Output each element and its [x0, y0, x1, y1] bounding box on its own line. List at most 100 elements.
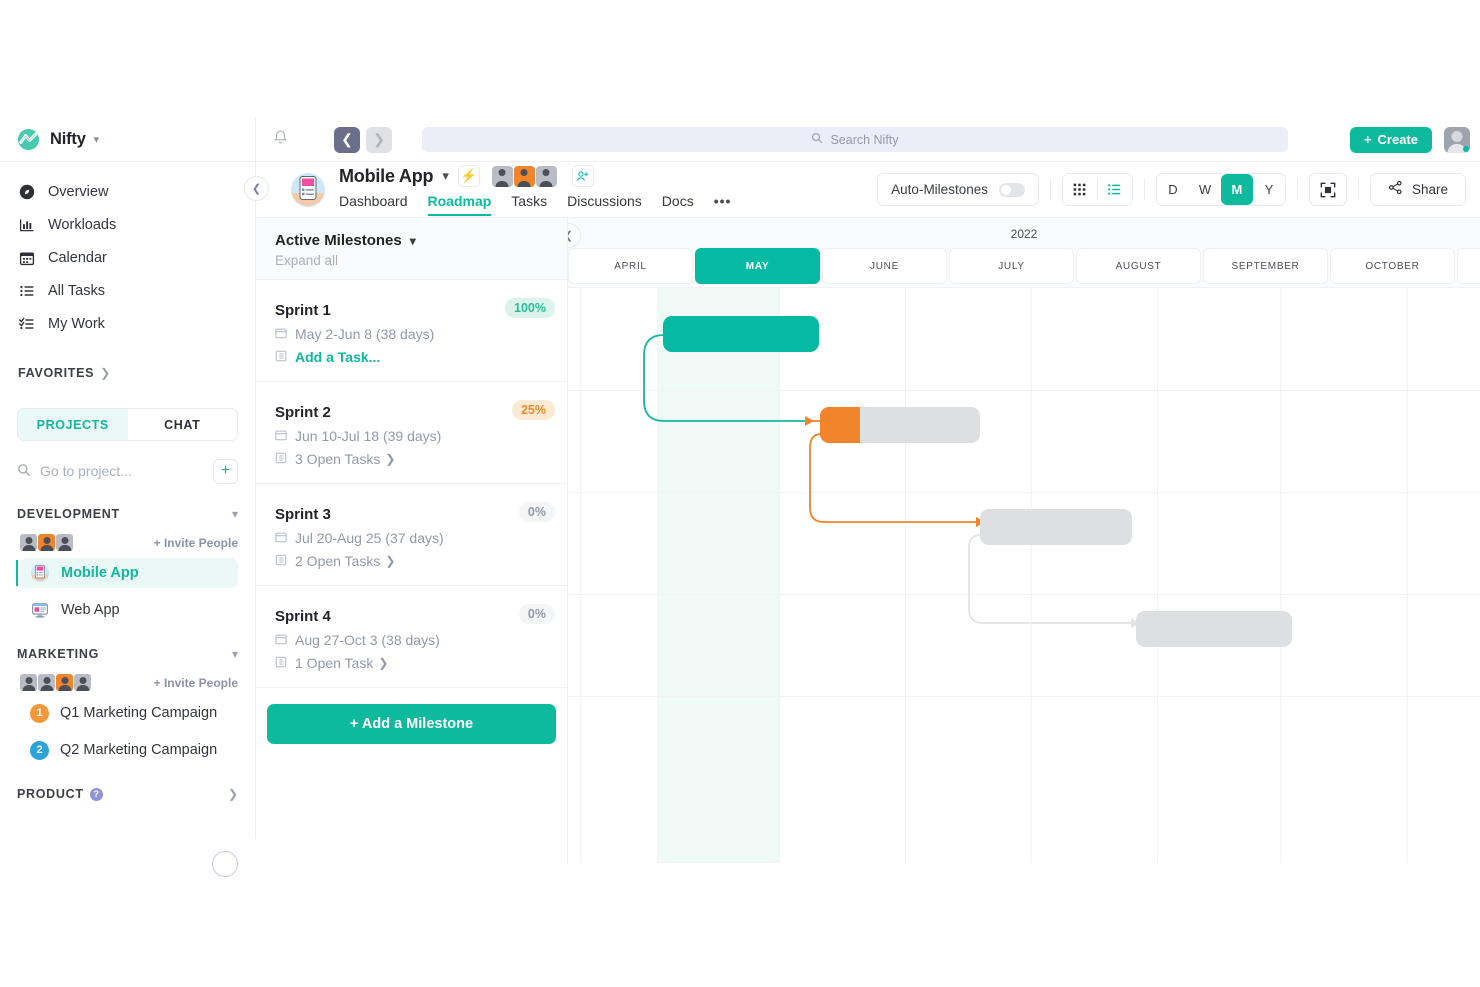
project-search[interactable]: + [17, 457, 238, 485]
milestone-tasks-row[interactable]: Add a Task... [275, 349, 567, 365]
invite-people-link[interactable]: + Invite People [153, 675, 238, 690]
divider [1357, 179, 1359, 200]
expand-all-link[interactable]: Expand all [275, 253, 339, 268]
chevron-right-icon[interactable]: ❯ [227, 787, 238, 801]
gantt-bar-sprint-2[interactable] [820, 407, 980, 443]
add-milestone-button[interactable]: + Add a Milestone [267, 704, 556, 744]
mobile-app-icon [290, 172, 326, 208]
nifty-logo-icon [17, 128, 40, 151]
zoom-day-button[interactable]: D [1168, 182, 1178, 197]
forward-button[interactable]: ❯ [366, 126, 392, 153]
grid-line [1280, 288, 1281, 863]
sidebar-project-web-app[interactable]: Web App [20, 595, 238, 625]
group-header[interactable]: DEVELOPMENT ▾ [0, 503, 255, 525]
add-member-icon[interactable] [571, 165, 594, 187]
gantt-bar-sprint-1[interactable] [663, 316, 819, 352]
tab-discussions[interactable]: Discussions [567, 192, 642, 209]
zoom-week-button[interactable]: W [1198, 182, 1212, 197]
month-november[interactable]: NOVEMBER [1457, 248, 1480, 284]
chevron-right-icon[interactable]: ❯ [385, 452, 396, 466]
avatar [38, 534, 55, 551]
month-october[interactable]: OCTOBER [1330, 248, 1455, 284]
list-view-icon[interactable] [1098, 174, 1132, 205]
month-june[interactable]: JUNE [822, 248, 947, 284]
milestones-panel-header: Active Milestones ▾ Expand all [256, 218, 567, 280]
collapse-sidebar-button[interactable]: ❮ [244, 176, 269, 201]
sidebar-item-workloads[interactable]: Workloads [0, 208, 255, 241]
automation-bolt-icon[interactable]: ⚡ [457, 165, 480, 187]
share-button[interactable]: Share [1369, 173, 1466, 206]
month-august[interactable]: AUGUST [1076, 248, 1201, 284]
sidebar-item-all-tasks[interactable]: All Tasks [0, 274, 255, 307]
avatar [513, 165, 535, 187]
milestone-tasks-row[interactable]: 1 Open Task ❯ [275, 655, 567, 671]
more-tabs-button[interactable]: ••• [713, 192, 732, 209]
milestone-dates: Aug 27-Oct 3 (38 days) [295, 632, 440, 648]
sidebar: Nifty ▾ Overview Workloads Calendar [0, 118, 256, 877]
team-avatar-stack[interactable] [491, 165, 558, 187]
calendar-icon [275, 327, 287, 342]
timeline-months: APRIL MAY JUNE JULY AUGUST SEPTEMBER OCT… [568, 248, 1480, 284]
chevron-right-icon[interactable]: ❯ [385, 554, 396, 568]
chevron-down-icon[interactable]: ▾ [231, 647, 238, 661]
group-name: PRODUCT [17, 787, 84, 801]
group-header[interactable]: MARKETING ▾ [0, 643, 255, 665]
tab-docs[interactable]: Docs [661, 192, 694, 209]
sidebar-project-q1-marketing-campaign[interactable]: 1 Q1 Marketing Campaign [20, 698, 238, 728]
favorites-section[interactable]: FAVORITES ❯ [0, 366, 255, 380]
auto-milestones-toggle[interactable]: Auto-Milestones [877, 173, 1039, 206]
zoom-month-button[interactable]: M [1220, 174, 1253, 205]
tab-dashboard[interactable]: Dashboard [339, 192, 408, 209]
chevron-down-icon[interactable]: ▾ [231, 507, 238, 521]
help-icon[interactable]: ? [89, 787, 103, 801]
tab-tasks[interactable]: Tasks [511, 192, 548, 209]
milestone-row-sprint-4[interactable]: Sprint 4 Aug 27-Oct 3 (38 days) 1 Open T… [256, 586, 567, 688]
tab-chat[interactable]: CHAT [164, 417, 201, 432]
bell-icon[interactable] [272, 129, 289, 151]
milestone-tasks-row[interactable]: 2 Open Tasks ❯ [275, 553, 567, 569]
gantt-bar-sprint-4[interactable] [1136, 611, 1292, 647]
add-project-button[interactable]: + [213, 458, 238, 484]
month-september[interactable]: SEPTEMBER [1203, 248, 1328, 284]
milestone-tasks-row[interactable]: 3 Open Tasks ❯ [275, 451, 567, 467]
project-name: Q2 Marketing Campaign [60, 742, 218, 758]
sidebar-collapse-handle[interactable] [212, 851, 238, 877]
back-button[interactable]: ❮ [334, 126, 360, 153]
tab-roadmap[interactable]: Roadmap [427, 193, 492, 216]
group-header[interactable]: PRODUCT ? ❯ [0, 783, 255, 805]
user-avatar[interactable] [1444, 126, 1470, 153]
project-search-input[interactable] [40, 463, 190, 479]
sidebar-item-calendar[interactable]: Calendar [0, 241, 255, 274]
chevron-right-icon[interactable]: ❯ [378, 656, 389, 670]
zoom-year-button[interactable]: Y [1264, 182, 1274, 197]
month-may[interactable]: MAY [695, 248, 820, 284]
invite-people-link[interactable]: + Invite People [153, 535, 238, 550]
task-icon [275, 452, 287, 467]
project-name: Mobile App [61, 565, 139, 581]
milestone-row-sprint-3[interactable]: Sprint 3 Jul 20-Aug 25 (37 days) 2 Open … [256, 484, 567, 586]
active-milestones-header[interactable]: Active Milestones ▾ [275, 232, 567, 249]
month-july[interactable]: JULY [949, 248, 1074, 284]
gantt-bar-sprint-3[interactable] [980, 509, 1132, 545]
divider [1049, 179, 1051, 200]
sidebar-project-q2-marketing-campaign[interactable]: 2 Q2 Marketing Campaign [20, 735, 238, 765]
create-button[interactable]: + Create [1349, 126, 1432, 153]
grid-view-icon[interactable] [1063, 174, 1097, 205]
tab-projects[interactable]: PROJECTS [18, 409, 128, 440]
fullscreen-icon[interactable] [1308, 173, 1347, 206]
chevron-down-icon[interactable]: ▾ [442, 168, 449, 183]
sidebar-footer [0, 839, 256, 877]
global-search[interactable]: Search Nifty [422, 127, 1288, 152]
toggle-switch[interactable] [998, 182, 1025, 197]
sidebar-item-overview[interactable]: Overview [0, 175, 255, 208]
chevron-down-icon[interactable]: ▾ [93, 134, 100, 146]
chevron-down-icon[interactable]: ▾ [409, 233, 416, 248]
brand-header[interactable]: Nifty ▾ [0, 118, 255, 162]
milestone-row-sprint-2[interactable]: Sprint 2 Jun 10-Jul 18 (39 days) 3 Open … [256, 382, 567, 484]
progress-badge: 0% [518, 502, 555, 522]
milestone-row-sprint-1[interactable]: Sprint 1 May 2-Jun 8 (38 days) Add a Tas… [256, 280, 567, 382]
sidebar-project-mobile-app[interactable]: Mobile App [16, 558, 238, 588]
month-april[interactable]: APRIL [568, 248, 693, 284]
calendar-icon [275, 531, 287, 546]
sidebar-item-my-work[interactable]: My Work [0, 307, 255, 340]
